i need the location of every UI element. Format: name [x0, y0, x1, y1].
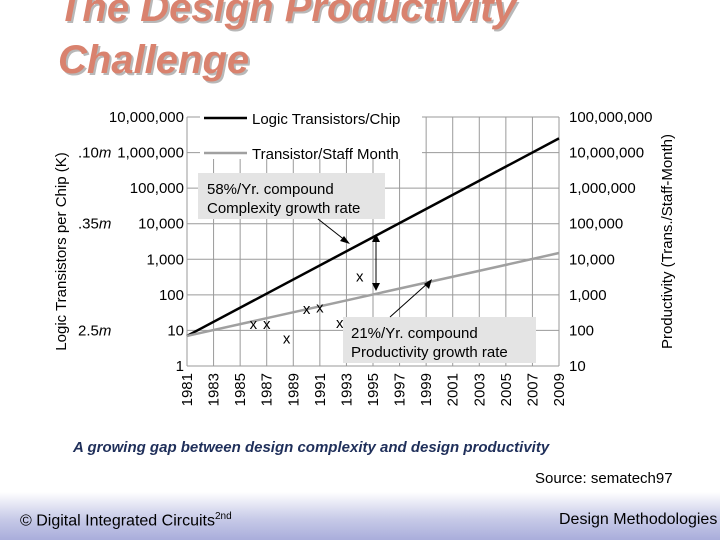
y-right-tick-label: 10 [569, 358, 586, 375]
x-tick-label: 1989 [285, 373, 302, 406]
y-right-tick-label: 10,000,000 [569, 145, 644, 162]
process-node-label: 2.5m [78, 322, 111, 339]
y-left-tick-label: 1 [176, 358, 184, 375]
x-tick-label: 1993 [338, 373, 355, 406]
source-note: Source: sematech97 [535, 470, 673, 487]
legend-label-logic: Logic Transistors/Chip [252, 111, 400, 128]
y-right-axis-title: Productivity (Trans./Staff-Month) [659, 134, 676, 349]
footer-course-text: © Digital Integrated Circuits [20, 512, 215, 530]
x-tick-label: 1999 [418, 373, 435, 406]
footer-band [0, 492, 720, 540]
x-tick-label: 2001 [445, 373, 462, 406]
x-marker: x [250, 316, 258, 333]
chart-x-markers: x xxx xxx [250, 268, 364, 347]
annotation-complexity: 58%/Yr. compound Complexity growth rate [198, 173, 385, 244]
x-marker: x [336, 315, 344, 332]
gap-indicator [372, 234, 380, 291]
y-left-tick-label: 100,000 [130, 180, 184, 197]
x-tick-label: 1987 [259, 373, 276, 406]
annotation-complexity-box [198, 173, 385, 219]
annotation-productivity: 21%/Yr. compound Productivity growth rat… [343, 279, 536, 363]
y-left-tick-label: 10 [167, 322, 184, 339]
x-tick-label: 1991 [312, 373, 329, 406]
y-left-tick-label: 10,000,000 [109, 109, 184, 126]
legend-label-productivity: Transistor/Staff Month [252, 146, 399, 163]
slide-title-line2: Challenge [58, 38, 250, 82]
footer-edition: 2nd [214, 511, 232, 522]
process-node-label: .35m [78, 216, 111, 233]
y-right-tick-label: 100,000,000 [569, 109, 652, 126]
slide-title: The Design Productivity Challenge [58, 0, 516, 86]
chart-series [186, 137, 560, 338]
y-left-tick-label: 10,000 [138, 216, 184, 233]
x-marker: x [356, 268, 364, 285]
x-tick-label: 1995 [365, 373, 382, 406]
x-tick-label: 1997 [392, 373, 409, 406]
slide-title-line1: The Design Productivity [58, 0, 516, 30]
annotation-complexity-line1: 58%/Yr. compound [207, 181, 334, 198]
x-tick-label: 1983 [206, 373, 223, 406]
y-left-tick-label: 100 [159, 287, 184, 304]
y-left-axis-title: Logic Transistors per Chip (K) [53, 152, 70, 350]
x-marker: x [303, 301, 311, 318]
x-tick-label: 2009 [551, 373, 568, 406]
y-left-tick-label: 1,000,000 [117, 145, 184, 162]
x-tick-label: 2005 [498, 373, 515, 406]
y-right-tick-label: 100,000 [569, 216, 623, 233]
y-right-tick-label: 100 [569, 322, 594, 339]
productivity-chart: 1 10 10 100 100 1,000 1,000 10,000 10,000 100,000… [53, 109, 676, 406]
annotation-complexity-line2: Complexity growth rate [207, 200, 360, 217]
x-tick-label: 1981 [179, 373, 196, 406]
x-marker: x [316, 300, 324, 317]
x-marker: x [283, 330, 291, 347]
y-left-tick-label: 1,000 [146, 251, 184, 268]
series-line-productivity [186, 251, 560, 338]
annotation-productivity-line1: 21%/Yr. compound [351, 325, 478, 342]
chart-caption: A growing gap between design complexity … [73, 439, 550, 456]
annotation-complexity-arrow [317, 218, 347, 242]
series-line-logic-transistors [186, 137, 560, 338]
x-marker: x [263, 316, 271, 333]
y-right-tick-label: 1,000 [569, 287, 607, 304]
chart-legend: Logic Transistors/Chip Transistor/Staff … [200, 109, 422, 163]
y-right-tick-label: 10,000 [569, 251, 615, 268]
footer-section-title: Design Methodologies [559, 511, 718, 528]
annotation-productivity-arrow [389, 282, 429, 318]
annotation-productivity-line2: Productivity growth rate [351, 344, 508, 361]
process-node-label: .10m [78, 145, 111, 162]
annotation-productivity-box [343, 317, 536, 363]
y-right-tick-label: 1,000,000 [569, 180, 636, 197]
x-tick-label: 2007 [524, 373, 541, 406]
x-tick-label: 2003 [471, 373, 488, 406]
annotation-complexity-arrowhead [340, 236, 350, 244]
chart-axes: 1 10 10 100 100 1,000 1,000 10,000 10,000 100,000… [53, 109, 676, 406]
x-tick-label: 1985 [232, 373, 249, 406]
annotation-productivity-arrowhead [424, 279, 432, 289]
footer-course-title: © Digital Integrated Circuits2nd [20, 511, 232, 530]
